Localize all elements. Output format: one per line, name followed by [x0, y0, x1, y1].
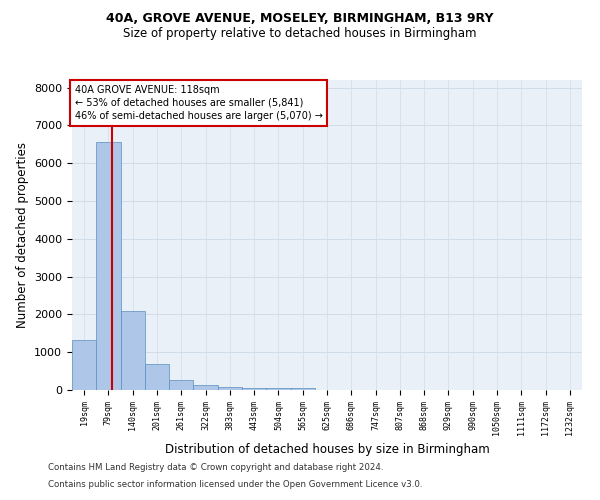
Bar	[121, 312, 145, 390]
Text: Contains HM Land Registry data © Crown copyright and database right 2024.: Contains HM Land Registry data © Crown c…	[48, 464, 383, 472]
Text: Size of property relative to detached houses in Birmingham: Size of property relative to detached ho…	[123, 28, 477, 40]
Bar	[169, 380, 193, 390]
Bar	[193, 384, 218, 390]
X-axis label: Distribution of detached houses by size in Birmingham: Distribution of detached houses by size …	[164, 443, 490, 456]
Bar	[218, 386, 242, 390]
Text: 40A, GROVE AVENUE, MOSELEY, BIRMINGHAM, B13 9RY: 40A, GROVE AVENUE, MOSELEY, BIRMINGHAM, …	[106, 12, 494, 26]
Bar	[145, 364, 169, 390]
Text: Contains public sector information licensed under the Open Government Licence v3: Contains public sector information licen…	[48, 480, 422, 489]
Text: 40A GROVE AVENUE: 118sqm
← 53% of detached houses are smaller (5,841)
46% of sem: 40A GROVE AVENUE: 118sqm ← 53% of detach…	[74, 84, 322, 121]
Y-axis label: Number of detached properties: Number of detached properties	[16, 142, 29, 328]
Bar	[266, 388, 290, 390]
Bar	[96, 142, 121, 390]
Bar	[290, 388, 315, 390]
Bar	[72, 340, 96, 390]
Bar	[242, 388, 266, 390]
